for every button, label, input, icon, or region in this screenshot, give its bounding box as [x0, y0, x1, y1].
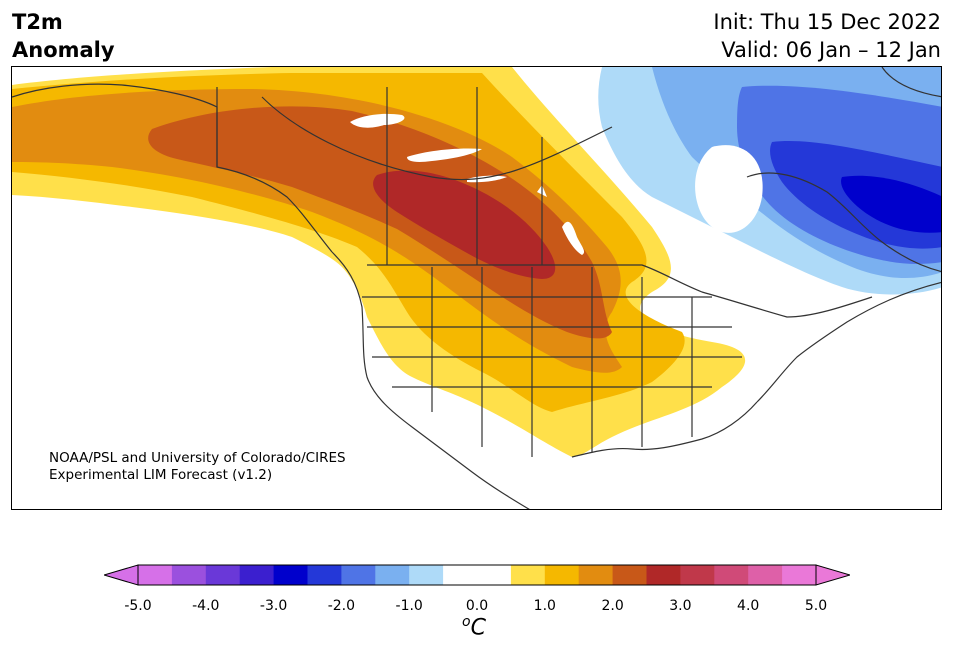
- lake-winnipeg: [562, 221, 585, 255]
- colorbar-cell: [171, 565, 207, 585]
- hudson-bay: [695, 145, 763, 233]
- colorbar-high-extension: [815, 564, 850, 586]
- great-slave-lake: [407, 148, 482, 162]
- colorbar-cell: [341, 565, 376, 585]
- colorbar-cell: [680, 565, 715, 585]
- colorbar-tick-label: 5.0: [804, 598, 828, 614]
- colorbar-cell: [578, 565, 614, 585]
- negative-anomaly-shading: [598, 67, 941, 295]
- boundaries: [12, 67, 941, 509]
- colorbar-tick-label: -2.0: [327, 598, 356, 614]
- colorbar-cell: [748, 565, 783, 585]
- colorbar-tick-label: -4.0: [192, 598, 220, 614]
- gulf-coast: [571, 401, 758, 458]
- colorbar-tick-label: 4.0: [737, 598, 760, 614]
- unit-celsius: C: [470, 615, 486, 641]
- map-svg: [12, 67, 941, 509]
- credit-line1: NOAA/PSL and University of Colorado/CIRE…: [49, 450, 346, 466]
- colorbar-cell: [375, 565, 410, 585]
- colorbar-tick-label: 0.0: [465, 598, 489, 614]
- colorbar-cell: [612, 565, 647, 585]
- colorbar-unit: oC: [462, 614, 486, 640]
- colorbar-tick-label: 1.0: [533, 598, 556, 614]
- colorbar-tick-label: -5.0: [124, 598, 152, 614]
- colorbar-cell: [443, 565, 478, 585]
- atlantic-coast: [756, 281, 941, 403]
- colorbar-tick-label: -3.0: [259, 598, 288, 614]
- pacific-coast: [331, 251, 530, 509]
- colorbar-cell: [138, 565, 173, 585]
- variable-title-line1: T2m: [12, 10, 63, 34]
- canada-us-border: [367, 264, 873, 318]
- colorbar-low-extension: [104, 564, 139, 586]
- colorbar-cell: [307, 565, 342, 585]
- colorbar-cell: [510, 565, 546, 585]
- colorbar-cell: [646, 565, 681, 585]
- anomaly-band-neg-2-5: [841, 175, 941, 233]
- colorbar-tick-label: -1.0: [395, 598, 423, 614]
- colorbar-cell: [239, 565, 275, 585]
- colorbar-cell: [782, 565, 817, 585]
- valid-range: Valid: 06 Jan – 12 Jan: [721, 38, 941, 62]
- colorbar-tick-label: 2.0: [601, 598, 624, 614]
- province-border-4: [261, 96, 613, 181]
- anomaly-band-2-5: [373, 170, 556, 279]
- anomaly-map: [11, 66, 942, 510]
- labrador-coast: [746, 172, 941, 273]
- variable-title: T2m Anomaly: [12, 8, 115, 64]
- init-date: Init: Thu 15 Dec 2022: [713, 10, 941, 34]
- colorbar-cell: [409, 565, 444, 585]
- credit-line2: Experimental LIM Forecast (v1.2): [49, 467, 273, 483]
- colorbar-cells: [138, 565, 817, 585]
- lakes: [350, 113, 763, 255]
- date-title: Init: Thu 15 Dec 2022 Valid: 06 Jan – 12…: [713, 8, 941, 64]
- greenland-coast: [881, 67, 941, 98]
- colorbar-cell: [544, 565, 580, 585]
- colorbar-outline: [137, 564, 817, 586]
- colorbar: [104, 564, 850, 586]
- colorbar-tick-label: 3.0: [669, 598, 692, 614]
- unit-degree: o: [462, 614, 471, 630]
- colorbar-cell: [714, 565, 749, 585]
- anomaly-band-2-0: [148, 106, 612, 339]
- great-bear-lake: [350, 113, 405, 128]
- variable-title-line2: Anomaly: [12, 38, 115, 62]
- forecast-credit: NOAA/PSL and University of Colorado/CIRE…: [49, 450, 346, 484]
- colorbar-cell: [205, 565, 241, 585]
- colorbar-cell: [273, 565, 308, 585]
- colorbar-cell: [477, 565, 512, 585]
